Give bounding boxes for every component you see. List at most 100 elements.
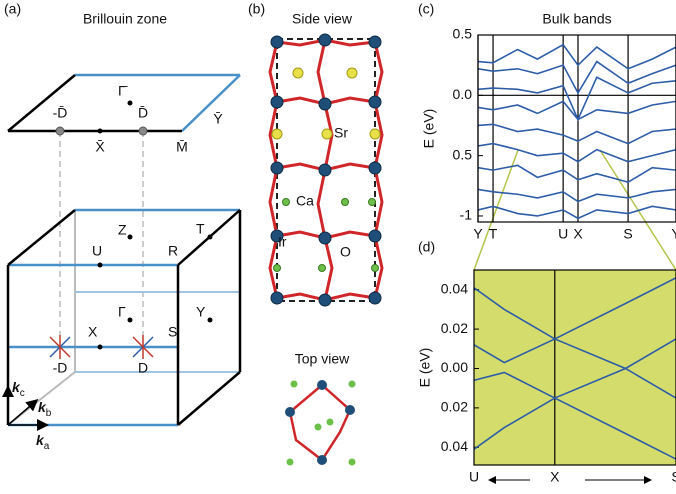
point bbox=[55, 126, 65, 136]
atom bbox=[368, 291, 382, 305]
plot-frame bbox=[473, 269, 676, 466]
atom-label: Ir bbox=[278, 234, 287, 250]
y-tick-label: 0.0 bbox=[453, 86, 473, 102]
panel-label: (d) bbox=[418, 239, 435, 255]
atom bbox=[318, 33, 332, 47]
axis-label: kc bbox=[12, 379, 25, 399]
point-label: D bbox=[138, 360, 148, 376]
atom bbox=[273, 264, 281, 272]
panel-title: Side view bbox=[292, 11, 353, 27]
band-line bbox=[478, 100, 676, 121]
point-label: X̄ bbox=[95, 139, 105, 155]
band-line bbox=[478, 43, 676, 70]
point bbox=[127, 100, 133, 106]
atom bbox=[348, 458, 356, 466]
edge bbox=[181, 74, 241, 132]
bond bbox=[288, 383, 352, 462]
atom bbox=[318, 163, 332, 177]
point-label: -D̄ bbox=[53, 105, 68, 121]
point-label: S bbox=[168, 324, 177, 340]
panel-title: Brillouin zone bbox=[83, 11, 167, 27]
axis-label: kb bbox=[38, 399, 52, 419]
band-line bbox=[478, 188, 676, 203]
atom bbox=[368, 35, 382, 49]
atom bbox=[270, 95, 284, 109]
edge bbox=[7, 209, 76, 266]
atom bbox=[285, 407, 295, 417]
point-label: Γ̄ bbox=[118, 83, 128, 99]
atom bbox=[318, 97, 332, 111]
atom bbox=[270, 229, 284, 243]
atom bbox=[314, 423, 322, 431]
point bbox=[127, 317, 133, 323]
point-label: -D bbox=[53, 360, 68, 376]
atom bbox=[317, 380, 327, 390]
atom-label: Ca bbox=[296, 193, 314, 209]
point-label: Z bbox=[118, 222, 127, 238]
x-tick-label: S bbox=[671, 469, 676, 485]
x-tick-label: Y bbox=[671, 226, 676, 242]
y-axis-label: E (eV) bbox=[421, 109, 437, 149]
point bbox=[207, 234, 213, 240]
axis-main: k bbox=[12, 379, 21, 395]
atom bbox=[368, 229, 382, 243]
atom bbox=[341, 198, 349, 206]
point-label: D̄ bbox=[138, 105, 148, 121]
atom bbox=[346, 67, 358, 79]
atom-label: O bbox=[340, 244, 351, 260]
point-label: U bbox=[92, 243, 102, 259]
axis-main: k bbox=[38, 399, 47, 415]
band-line bbox=[478, 205, 676, 220]
atom-label: Sr bbox=[334, 125, 348, 141]
x-tick-label: Y bbox=[473, 226, 483, 242]
atom bbox=[368, 161, 382, 175]
panel-title: Top view bbox=[295, 351, 350, 367]
x-tick-label: U bbox=[558, 226, 568, 242]
axis-sub: b bbox=[46, 408, 52, 419]
panel-label: (a) bbox=[4, 1, 21, 17]
point-label: T bbox=[196, 221, 205, 237]
axis-arrow bbox=[7, 399, 39, 426]
chart-title: Bulk bands bbox=[542, 11, 611, 27]
point-label: Ȳ bbox=[213, 111, 223, 127]
y-tick-label: 0.00 bbox=[441, 359, 468, 375]
point bbox=[97, 262, 103, 268]
band-line bbox=[478, 60, 676, 95]
y-tick-label: -1 bbox=[460, 207, 473, 223]
plot-frame bbox=[477, 34, 676, 223]
point-label: Y bbox=[196, 304, 206, 320]
atom bbox=[286, 458, 294, 466]
atom bbox=[282, 198, 290, 206]
axis-sub: a bbox=[44, 441, 50, 452]
atom bbox=[292, 67, 304, 79]
x-tick-label: X bbox=[573, 226, 583, 242]
x-tick-label: U bbox=[469, 469, 479, 485]
band-line bbox=[474, 371, 676, 460]
atom bbox=[270, 35, 284, 49]
structure: Side view Sr Ca Ir O Top view bbox=[268, 11, 384, 466]
atom bbox=[270, 161, 284, 175]
atom bbox=[321, 128, 333, 140]
atom bbox=[345, 405, 355, 415]
atom bbox=[318, 231, 332, 245]
atom bbox=[318, 293, 332, 307]
brillouin-zone: Brillouin zone Γ̄ -D̄ D̄ X̄ M̄ Ȳ bbox=[1, 11, 242, 452]
point-label: R bbox=[168, 243, 178, 259]
point-label: Γ bbox=[118, 304, 126, 320]
axis-sub: c bbox=[20, 388, 25, 399]
y-tick-label: 0.04 bbox=[441, 438, 468, 454]
y-tick-label: 0.02 bbox=[441, 320, 468, 336]
y-tick-label: 0.02 bbox=[441, 399, 468, 415]
edge bbox=[177, 371, 241, 426]
point bbox=[127, 234, 133, 240]
x-tick-label: S bbox=[623, 226, 632, 242]
x-tick-label: X bbox=[550, 469, 560, 485]
panel-label: (c) bbox=[418, 1, 434, 17]
panel-label: (b) bbox=[248, 1, 265, 17]
atom bbox=[270, 291, 284, 305]
atom bbox=[371, 264, 379, 272]
axis-label: ka bbox=[36, 432, 50, 452]
band-line bbox=[478, 123, 676, 145]
plot-background bbox=[474, 270, 676, 465]
point bbox=[207, 317, 213, 323]
